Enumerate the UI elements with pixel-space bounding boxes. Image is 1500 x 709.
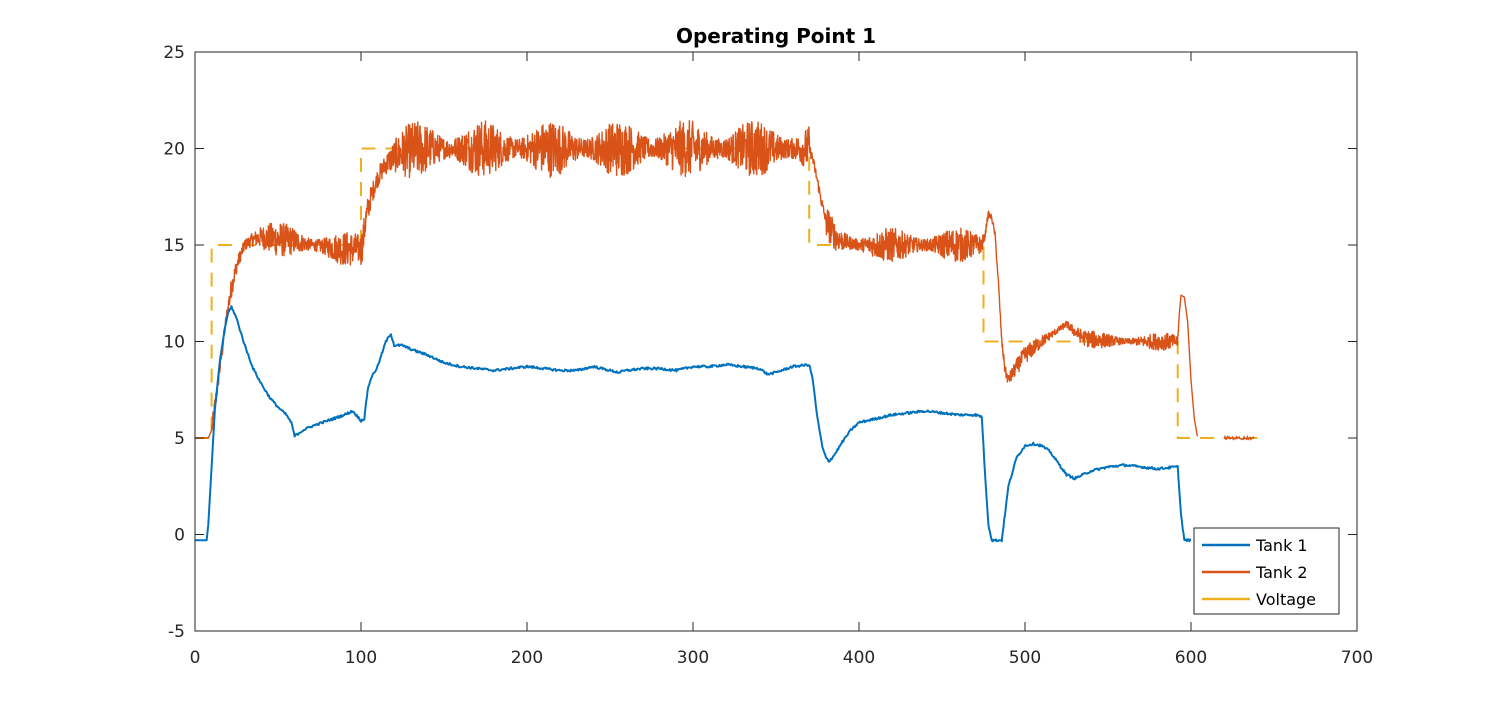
- x-tick-label: 700: [1341, 648, 1373, 668]
- y-axis: -5 0 5 10 15 20 25: [163, 43, 1357, 642]
- series-line-voltage: [195, 147, 1258, 439]
- y-tick-label: 10: [163, 333, 185, 353]
- y-tick-label: 25: [163, 43, 185, 63]
- y-tick-label: -5: [168, 622, 185, 642]
- y-tick-label: 20: [163, 140, 185, 160]
- legend-label: Voltage: [1256, 590, 1316, 609]
- x-tick-label: 200: [511, 648, 543, 668]
- x-axis: 0 100 200 300 400 500 600 700: [190, 52, 1373, 668]
- x-tick-label: 400: [843, 648, 875, 668]
- y-tick-label: 5: [174, 429, 185, 449]
- y-tick-label: 15: [163, 236, 185, 256]
- x-tick-label: 500: [1009, 648, 1041, 668]
- x-tick-label: 300: [677, 648, 709, 668]
- x-tick-label: 0: [190, 648, 201, 668]
- series-layer: [195, 119, 1258, 543]
- series-line-tank-2: [195, 119, 1198, 439]
- legend: Tank 1 Tank 2 Voltage: [1193, 527, 1340, 615]
- series-line-tank-1: [195, 305, 1192, 543]
- y-tick-label: 0: [174, 526, 185, 546]
- x-tick-label: 100: [345, 648, 377, 668]
- plot-area: [195, 52, 1357, 631]
- series-line-tank-2-tail: [1223, 434, 1255, 441]
- legend-label: Tank 1: [1255, 536, 1308, 555]
- legend-label: Tank 2: [1255, 563, 1308, 582]
- chart-title: Operating Point 1: [676, 24, 876, 48]
- x-tick-label: 600: [1175, 648, 1207, 668]
